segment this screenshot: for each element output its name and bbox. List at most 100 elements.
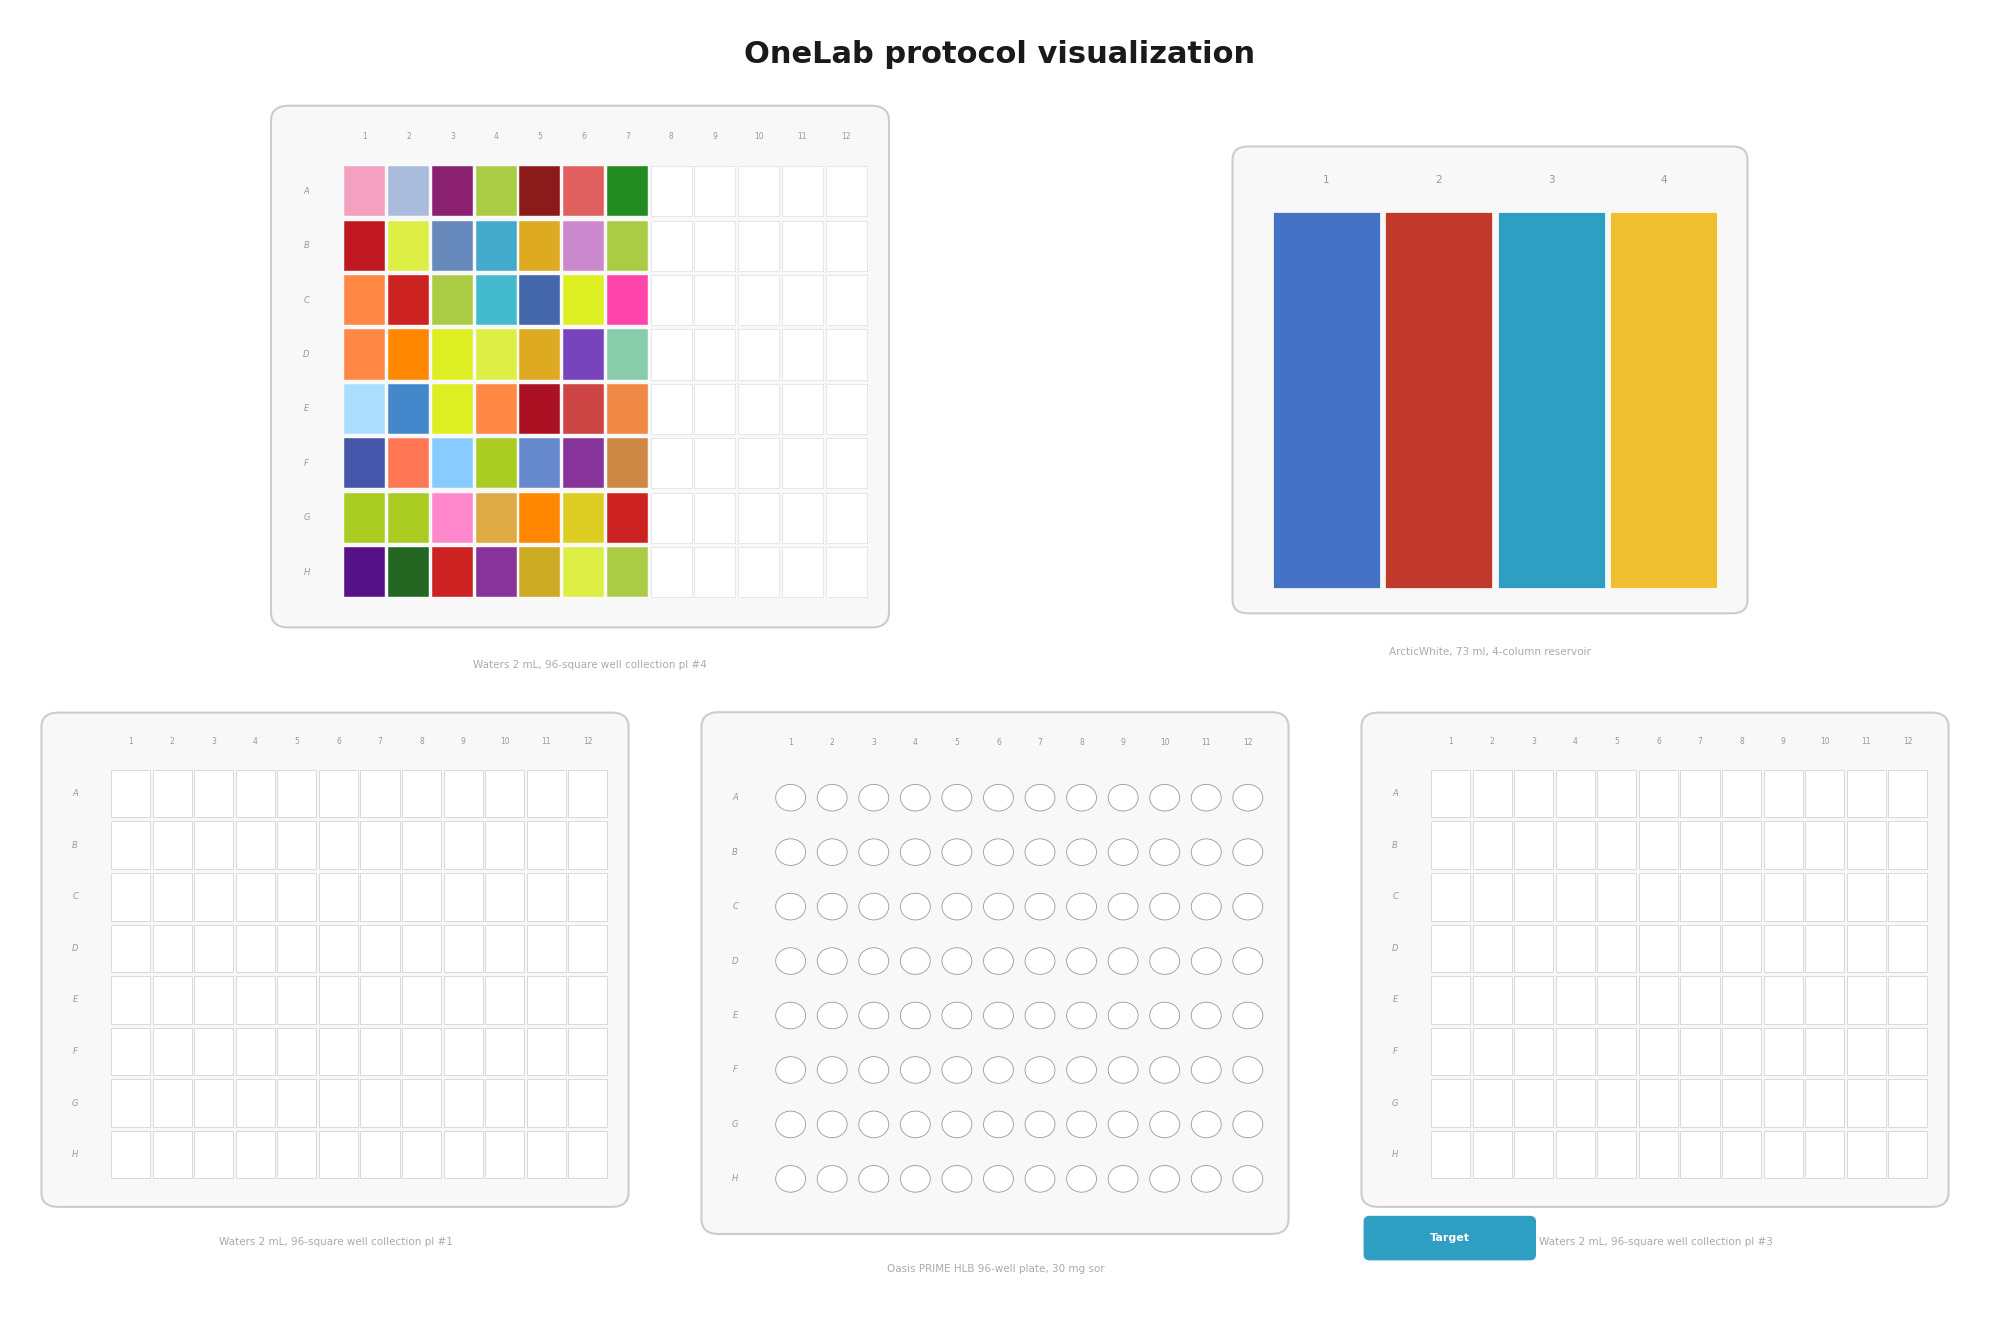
Circle shape: [942, 893, 972, 920]
Text: F: F: [732, 1065, 738, 1074]
Bar: [1556, 1028, 1594, 1076]
Bar: [1610, 212, 1718, 588]
Text: C: C: [732, 902, 738, 912]
Bar: [782, 493, 822, 543]
Bar: [402, 976, 442, 1024]
Bar: [278, 976, 316, 1024]
Circle shape: [1232, 1165, 1262, 1192]
Text: 6: 6: [582, 132, 586, 140]
Bar: [360, 976, 400, 1024]
Text: 4: 4: [1660, 175, 1668, 185]
Bar: [1722, 770, 1762, 817]
Circle shape: [1150, 1057, 1180, 1084]
Text: B: B: [72, 841, 78, 849]
Bar: [1472, 925, 1512, 972]
Bar: [1432, 1080, 1470, 1126]
Circle shape: [858, 838, 888, 865]
Bar: [486, 1028, 524, 1076]
Bar: [388, 548, 430, 597]
Bar: [1514, 976, 1554, 1024]
Circle shape: [1108, 838, 1138, 865]
Circle shape: [984, 1057, 1014, 1084]
Bar: [278, 821, 316, 869]
Circle shape: [900, 838, 930, 865]
Text: 7: 7: [378, 737, 382, 746]
Bar: [112, 976, 150, 1024]
Text: 1: 1: [1448, 737, 1454, 746]
Bar: [1638, 821, 1678, 869]
Circle shape: [1066, 1057, 1096, 1084]
Bar: [1846, 873, 1886, 921]
Bar: [1638, 770, 1678, 817]
Text: D: D: [304, 351, 310, 359]
Bar: [360, 1028, 400, 1076]
Bar: [520, 548, 560, 597]
Bar: [1556, 821, 1594, 869]
Bar: [112, 1028, 150, 1076]
Circle shape: [984, 893, 1014, 920]
Bar: [444, 1130, 482, 1178]
Bar: [738, 275, 780, 325]
Circle shape: [1066, 1112, 1096, 1137]
Text: 3: 3: [872, 738, 876, 746]
Circle shape: [1192, 1112, 1222, 1137]
Bar: [1432, 873, 1470, 921]
Circle shape: [1066, 948, 1096, 974]
Bar: [486, 821, 524, 869]
Bar: [694, 275, 736, 325]
Bar: [606, 493, 648, 543]
Bar: [486, 770, 524, 817]
Bar: [694, 220, 736, 271]
Bar: [236, 925, 274, 972]
Bar: [1806, 1080, 1844, 1126]
Text: 1: 1: [128, 737, 134, 746]
Text: 4: 4: [494, 132, 498, 140]
Bar: [194, 770, 234, 817]
Text: 8: 8: [1080, 738, 1084, 746]
Bar: [152, 976, 192, 1024]
Bar: [152, 1028, 192, 1076]
Bar: [568, 1080, 608, 1126]
Bar: [606, 329, 648, 380]
Bar: [738, 548, 780, 597]
Bar: [1764, 1130, 1802, 1178]
Bar: [650, 329, 692, 380]
Text: 2: 2: [830, 738, 834, 746]
Circle shape: [900, 1165, 930, 1192]
Text: 10: 10: [754, 132, 764, 140]
Bar: [360, 1080, 400, 1126]
Bar: [564, 220, 604, 271]
Bar: [1556, 1130, 1594, 1178]
Circle shape: [818, 784, 848, 810]
Bar: [1432, 1028, 1470, 1076]
Bar: [1722, 1080, 1762, 1126]
Bar: [1598, 770, 1636, 817]
Bar: [318, 1130, 358, 1178]
Circle shape: [984, 1165, 1014, 1192]
Bar: [388, 275, 430, 325]
Bar: [694, 329, 736, 380]
Circle shape: [776, 1165, 806, 1192]
Bar: [606, 439, 648, 488]
Bar: [360, 770, 400, 817]
Bar: [782, 439, 822, 488]
Bar: [694, 384, 736, 435]
Circle shape: [1232, 1057, 1262, 1084]
Bar: [486, 1130, 524, 1178]
Bar: [1472, 873, 1512, 921]
Circle shape: [858, 1057, 888, 1084]
Bar: [526, 976, 566, 1024]
FancyBboxPatch shape: [1362, 713, 1948, 1206]
Bar: [344, 329, 386, 380]
Circle shape: [1108, 893, 1138, 920]
Bar: [344, 493, 386, 543]
Text: A: A: [732, 793, 738, 802]
Circle shape: [900, 1057, 930, 1084]
Bar: [1680, 770, 1720, 817]
Bar: [112, 770, 150, 817]
Bar: [1722, 1130, 1762, 1178]
Bar: [112, 1130, 150, 1178]
Bar: [1722, 925, 1762, 972]
Bar: [606, 220, 648, 271]
Text: 10: 10: [1820, 737, 1830, 746]
